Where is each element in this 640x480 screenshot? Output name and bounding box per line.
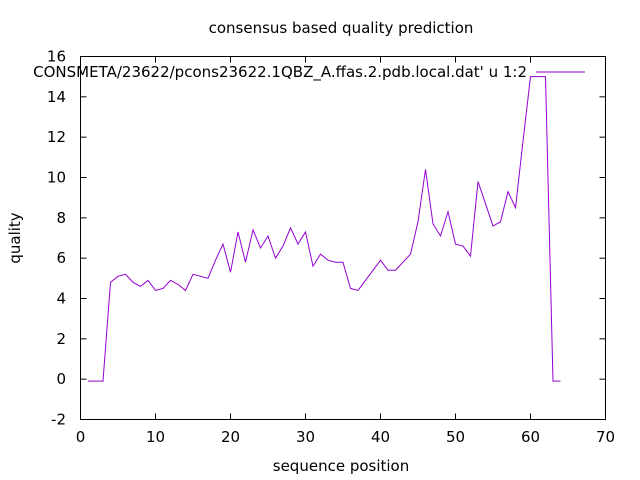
y-axis-label: quality	[6, 212, 24, 263]
y-tick-label: 4	[56, 290, 66, 308]
y-tick-label: -2	[51, 411, 66, 429]
x-tick-label: 20	[221, 428, 240, 446]
y-tick-label: 8	[56, 209, 66, 227]
y-tick-label: 2	[56, 330, 66, 348]
x-axis-label: sequence position	[273, 457, 409, 475]
series-line	[88, 76, 561, 382]
y-tick-label: 6	[56, 249, 66, 267]
x-tick-label: 30	[296, 428, 315, 446]
x-tick-label: 40	[371, 428, 390, 446]
y-tick-label: 0	[56, 370, 66, 388]
x-tick-label: 10	[146, 428, 165, 446]
y-tick-label: 16	[47, 48, 66, 66]
chart-title: consensus based quality prediction	[209, 19, 474, 37]
axis-ticks: 0 10 20 30 40 50 60 70 -2 0 2 4 6 8 10 12 14 16	[47, 48, 615, 447]
y-tick-label: 12	[47, 128, 66, 146]
x-tick-label: 0	[76, 428, 86, 446]
legend-label: CONSMETA/23622/pcons23622.1QBZ_A.ffas.2.…	[33, 63, 527, 82]
y-tick-label: 14	[47, 88, 66, 106]
x-tick-label: 60	[521, 428, 540, 446]
x-tick-label: 50	[446, 428, 465, 446]
x-tick-label: 70	[596, 428, 615, 446]
plot-frame	[80, 56, 606, 420]
y-tick-label: 10	[47, 169, 66, 187]
